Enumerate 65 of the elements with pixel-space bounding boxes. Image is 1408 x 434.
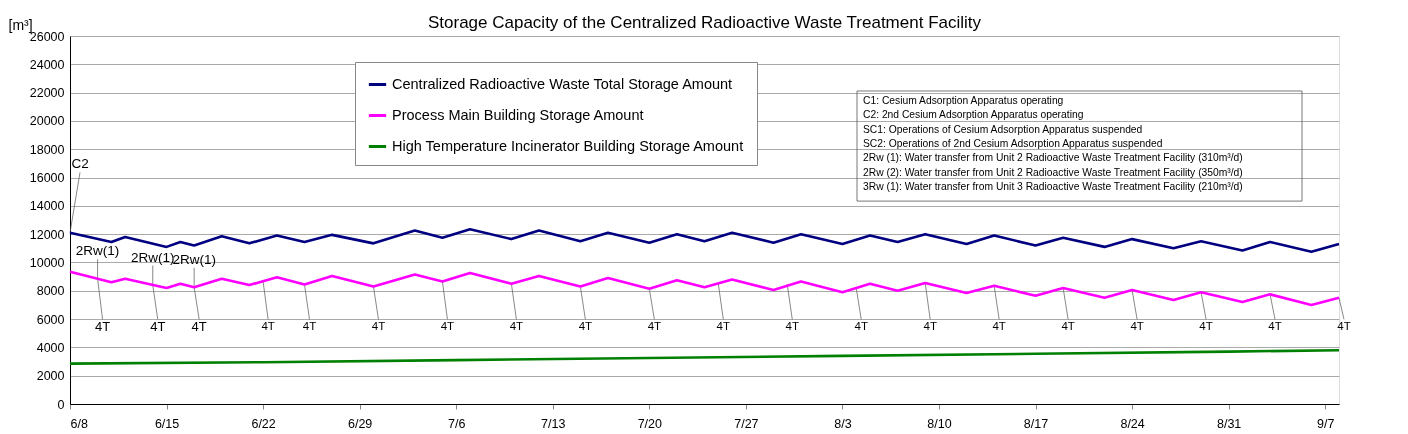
x-tick-label: 8/24 — [1120, 416, 1145, 431]
annotation: C2 — [71, 156, 89, 172]
x-tick-label: 6/8 — [70, 416, 88, 431]
annotation: 2Rw (2): Water transfer from Unit 2 Radioactive Waste Treatment Facility (350m³/d) — [863, 166, 1243, 178]
x-tick-label: 7/6 — [448, 416, 466, 431]
y-tick-label: 10000 — [29, 255, 65, 270]
annotation: 3Rw (1): Water transfer from Unit 3 Radioactive Waste Treatment Facility (210m³/d) — [863, 180, 1243, 192]
annotation: 4T — [1199, 320, 1213, 333]
annotation: 4T — [261, 320, 275, 333]
y-tick-label: 6000 — [36, 312, 65, 327]
annotation: 4T — [716, 320, 731, 333]
y-tick-label: 16000 — [29, 171, 65, 186]
annotation: C2: 2nd Cesium Adsorption Apparatus operating — [863, 109, 1084, 121]
annotation: 4T — [854, 320, 868, 333]
legend-label: Centralized Radioactive Waste Total Storage Amount — [392, 75, 733, 92]
y-tick-label: 24000 — [29, 57, 65, 72]
x-tick-label: 6/15 — [154, 416, 180, 431]
annotation: 4T — [1130, 320, 1144, 333]
annotation: 4T — [1061, 320, 1075, 333]
annotation: 4T — [992, 320, 1006, 333]
y-tick-label: 22000 — [29, 86, 65, 101]
y-tick-label: 8000 — [36, 284, 65, 299]
y-axis-title: [m³] — [8, 16, 33, 33]
annotation: 2Rw(1) — [75, 243, 120, 259]
annotation: 4T — [509, 320, 524, 333]
annotation: 4T — [923, 320, 937, 333]
annotation: 4T — [191, 319, 207, 335]
x-tick-label: 7/13 — [541, 416, 566, 431]
annotation: SC2: Operations of 2nd Cesium Adsorption Apparatus suspended — [863, 137, 1163, 149]
y-tick-label: 20000 — [29, 114, 65, 129]
annotation: 2Rw(1) — [131, 249, 175, 265]
annotation: 4T — [302, 320, 317, 333]
x-tick-label: 7/27 — [734, 416, 759, 431]
annotation: 4T — [785, 320, 799, 333]
annotation: 4T — [1337, 320, 1351, 333]
y-tick-label: 14000 — [29, 199, 65, 214]
chart-title: Storage Capacity of the Centralized Radioactive Waste Treatment Facility — [427, 13, 982, 32]
x-tick-label: 8/10 — [927, 416, 952, 431]
y-tick-label: 2000 — [36, 369, 65, 384]
x-tick-label: 7/20 — [637, 416, 663, 431]
y-tick-label: 12000 — [29, 227, 65, 242]
annotation: SC1: Operations of Cesium Adsorption Apparatus suspended — [863, 123, 1143, 135]
y-tick-label: 4000 — [36, 340, 65, 355]
x-tick-label: 6/22 — [251, 416, 276, 431]
line-series — [68, 270, 1341, 307]
x-tick-label: 6/29 — [347, 416, 373, 431]
annotation: 2Rw (1): Water transfer from Unit 2 Radioactive Waste Treatment Facility (310m³/d) — [863, 152, 1243, 164]
annotation: 4T — [578, 320, 593, 333]
x-tick-label: 8/3 — [834, 416, 852, 431]
y-tick-label: 18000 — [29, 142, 65, 157]
x-tick-label: 8/31 — [1216, 416, 1242, 431]
x-tick-label: 8/17 — [1023, 416, 1049, 431]
legend-label: Process Main Building Storage Amount — [392, 106, 644, 123]
annotation: 4T — [371, 320, 386, 333]
annotation: 2Rw(1) — [172, 251, 216, 267]
annotation: 4T — [440, 320, 455, 333]
annotation: C1: Cesium Adsorption Apparatus operating — [863, 95, 1064, 106]
line-series — [68, 348, 1341, 365]
annotation: 4T — [647, 320, 662, 333]
annotation: 4T — [95, 319, 111, 335]
annotation: 4T — [150, 319, 166, 335]
y-tick-label: 0 — [57, 397, 65, 412]
annotation: 4T — [1268, 320, 1282, 333]
x-tick-label: 9/7 — [1317, 416, 1335, 431]
legend-label: High Temperature Incinerator Building Storage Amount — [392, 137, 744, 154]
